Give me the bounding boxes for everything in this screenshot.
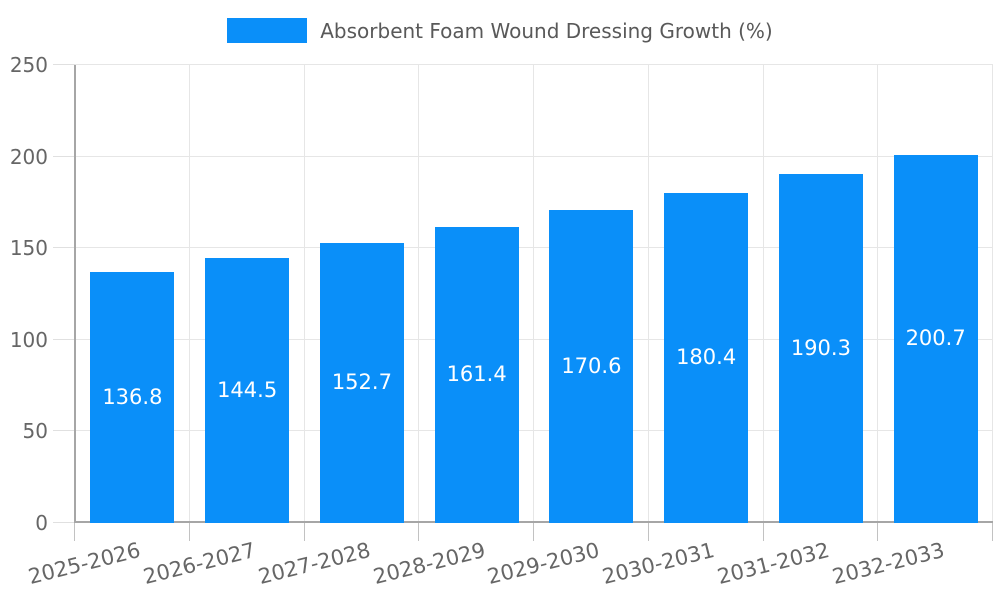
legend[interactable]: Absorbent Foam Wound Dressing Growth (%) xyxy=(0,18,1000,43)
bar[interactable] xyxy=(549,210,634,523)
x-axis-tick xyxy=(418,523,420,541)
gridline-vertical xyxy=(877,65,879,523)
gridline-vertical xyxy=(992,65,993,523)
bar[interactable] xyxy=(893,155,978,523)
y-axis-tick xyxy=(53,522,75,523)
x-axis-tick xyxy=(992,523,993,541)
x-axis-tick xyxy=(762,523,764,541)
x-axis-tick xyxy=(533,523,534,541)
y-axis-tick-label: 200 xyxy=(9,144,48,169)
y-axis-tick-label: 100 xyxy=(9,327,48,352)
y-axis-tick-label: 150 xyxy=(9,236,48,261)
y-axis-tick xyxy=(53,247,75,249)
y-axis-tick-label: 0 xyxy=(35,511,48,535)
bar[interactable] xyxy=(778,174,863,523)
y-axis-line xyxy=(74,65,76,523)
y-axis-tick xyxy=(53,64,75,65)
x-axis-tick xyxy=(74,523,75,541)
gridline-horizontal xyxy=(75,155,993,157)
gridline-vertical xyxy=(188,65,190,523)
legend-label: Absorbent Foam Wound Dressing Growth (%) xyxy=(320,18,773,43)
gridline-vertical xyxy=(647,65,649,523)
gridline-horizontal xyxy=(75,338,993,340)
y-axis-tick xyxy=(53,155,75,157)
gridline-vertical xyxy=(418,65,420,523)
gridline-vertical xyxy=(303,65,305,523)
gridline-horizontal xyxy=(75,64,993,65)
legend-swatch xyxy=(227,18,308,43)
gridline-horizontal xyxy=(75,247,993,249)
x-axis-tick xyxy=(188,523,190,541)
x-axis-tick xyxy=(877,523,879,541)
bar[interactable] xyxy=(90,272,175,523)
y-axis-tick xyxy=(53,430,75,432)
bar[interactable] xyxy=(205,258,290,523)
y-axis-tick-label: 50 xyxy=(22,419,48,444)
y-axis-tick xyxy=(53,338,75,340)
gridline-vertical xyxy=(762,65,764,523)
plot-area: 136.8 144.5 152.7 161.4 170.6 180.4 190.3 200.7 xyxy=(53,64,993,541)
y-axis-tick-label: 250 xyxy=(9,53,48,77)
x-axis-tick xyxy=(647,523,649,541)
gridline-vertical xyxy=(533,65,534,523)
x-axis-line xyxy=(75,521,993,523)
bar[interactable] xyxy=(664,192,749,523)
gridline-horizontal xyxy=(75,430,993,432)
bar[interactable] xyxy=(434,227,519,523)
bar[interactable] xyxy=(319,243,404,523)
x-axis-tick xyxy=(303,523,305,541)
